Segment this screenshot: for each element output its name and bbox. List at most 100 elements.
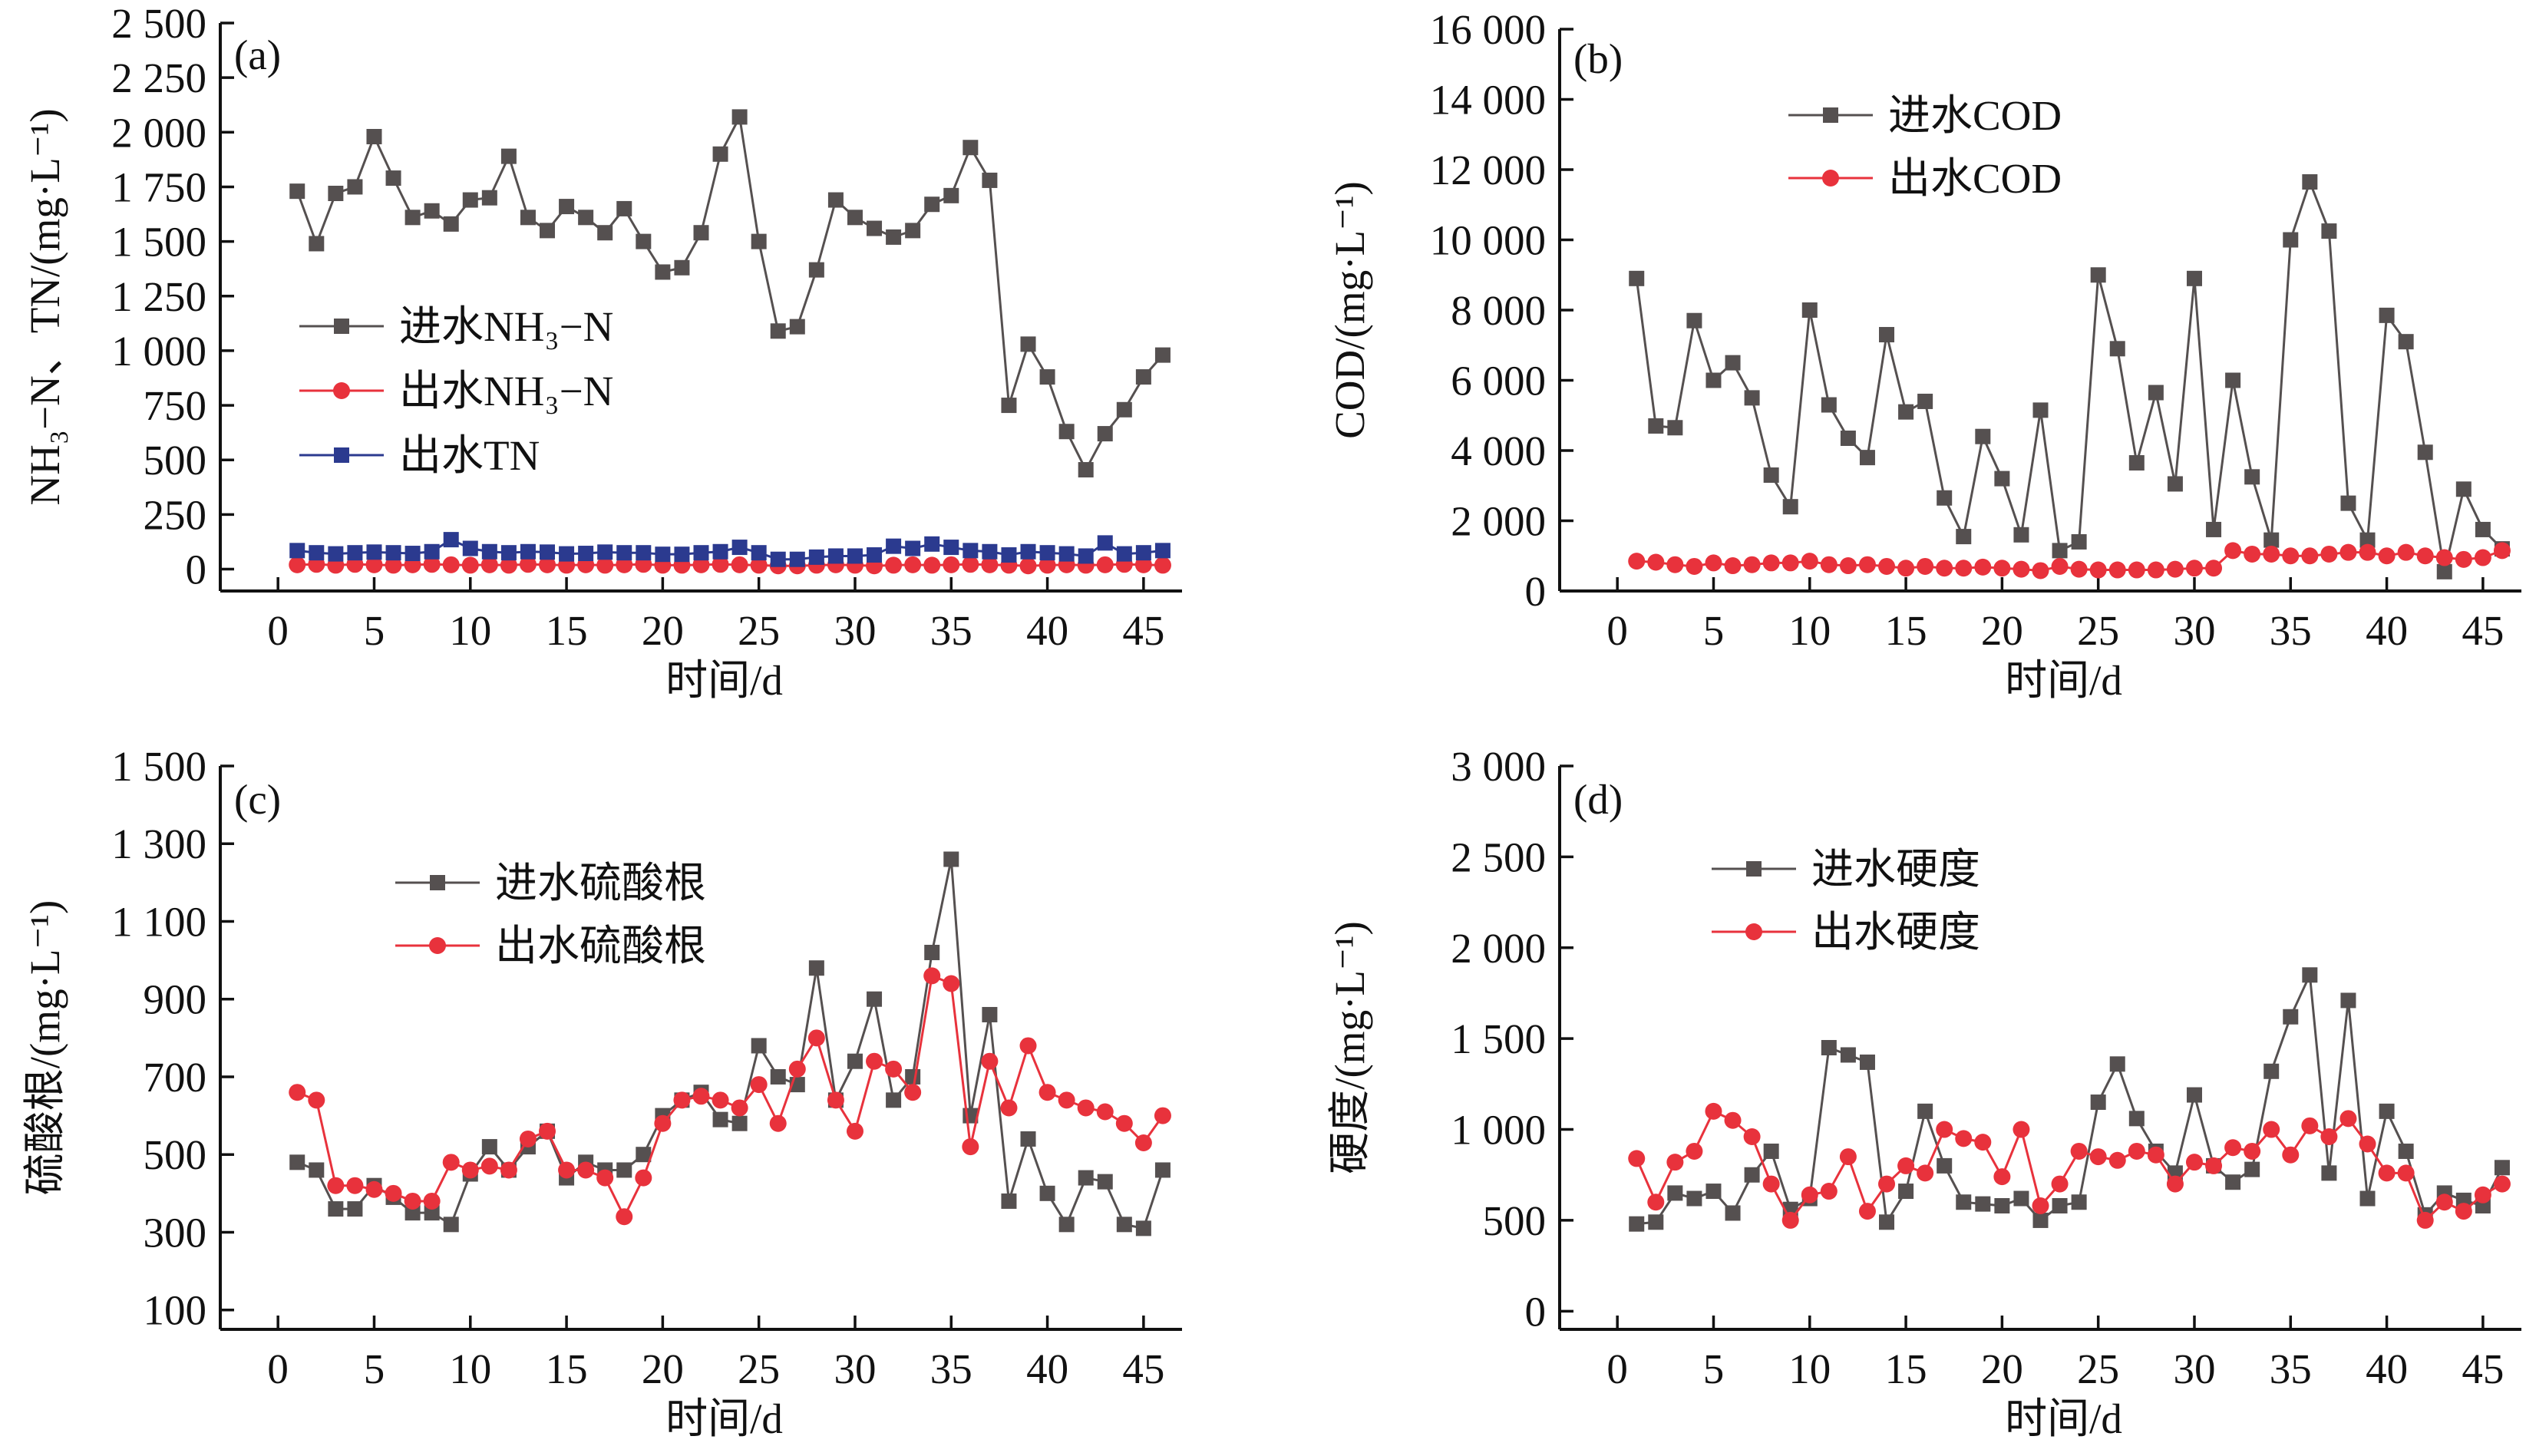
data-point [1628, 553, 1646, 570]
data-point [462, 540, 478, 556]
data-point [2148, 385, 2164, 401]
data-point [1858, 556, 1876, 573]
data-point [636, 545, 652, 561]
data-point [827, 1091, 844, 1109]
data-point [1686, 1190, 1702, 1207]
data-point [2436, 563, 2452, 579]
series-1 [289, 851, 1171, 1236]
x-tick-label: 20 [642, 1345, 684, 1392]
y-tick-label: 1 500 [111, 219, 206, 266]
data-point [1781, 554, 1799, 572]
data-point [2108, 1151, 2126, 1169]
data-point [1020, 336, 1036, 352]
legend-marker [334, 319, 349, 334]
data-point [886, 538, 902, 554]
data-point [1974, 1134, 1992, 1151]
x-tick-label: 10 [449, 1345, 491, 1392]
data-point [366, 544, 382, 560]
data-point [2416, 547, 2434, 565]
data-point [2340, 495, 2356, 511]
data-point [807, 1029, 825, 1047]
series-2 [1628, 1102, 2511, 1229]
data-point [2013, 527, 2029, 543]
legend-marker [334, 447, 349, 463]
x-axis-label: 时间/d [2005, 1395, 2122, 1442]
data-point [1782, 499, 1798, 515]
data-point [1097, 535, 1113, 551]
data-point [750, 556, 768, 574]
data-point [1078, 462, 1094, 478]
data-point [731, 556, 748, 573]
data-point [596, 556, 614, 574]
data-point [2301, 1117, 2319, 1134]
data-point [2474, 549, 2491, 566]
data-point [2263, 532, 2280, 548]
data-point [2244, 1142, 2261, 1160]
data-point [924, 536, 940, 552]
data-point [328, 186, 344, 201]
data-point [2321, 1165, 2337, 1181]
y-tick-label: 2 250 [111, 54, 206, 101]
data-point [1839, 1148, 1857, 1166]
data-point [540, 223, 556, 239]
legend-marker [430, 875, 445, 890]
data-point [2167, 476, 2183, 492]
data-point [2244, 469, 2260, 485]
series-2 [289, 967, 1171, 1226]
data-point [2359, 1135, 2376, 1153]
panel-label: (c) [234, 776, 281, 823]
data-point [2379, 307, 2395, 323]
y-tick-label: 300 [144, 1209, 207, 1256]
legend: 进水NH₃−N 出水NH₃−N 出水TN [299, 303, 613, 479]
chart-panel-3: 100 300 500 700 900 1 100 1 300 1 500 0 5 10 15 20 25… [21, 743, 1182, 1442]
data-point [1762, 1175, 1780, 1193]
y-tick-label: 700 [144, 1054, 207, 1101]
data-point [963, 140, 979, 156]
data-point [2089, 1148, 2107, 1166]
data-point [366, 129, 382, 144]
y-tick-label: 0 [1525, 568, 1547, 615]
data-point [1038, 1084, 1056, 1101]
data-point [1629, 270, 1645, 286]
data-point [962, 1138, 979, 1156]
data-point [886, 1092, 902, 1108]
data-point [1994, 470, 2010, 487]
data-point [2128, 561, 2145, 579]
data-point [904, 1084, 922, 1101]
y-tick-label: 2 000 [111, 109, 206, 156]
x-tick-label: 35 [2270, 1345, 2312, 1392]
data-point [2185, 1154, 2203, 1171]
data-point [2302, 967, 2318, 983]
y-tick-label: 1 500 [1451, 1015, 1546, 1062]
data-point [982, 172, 998, 188]
y-tick-label: 500 [1483, 1197, 1547, 1244]
legend-marker [1823, 107, 1838, 123]
x-tick-label: 10 [449, 607, 491, 654]
data-point [1134, 556, 1152, 573]
data-point [674, 259, 690, 276]
data-point [1020, 543, 1036, 560]
data-point [1039, 545, 1055, 561]
data-point [1801, 553, 1818, 570]
data-point [731, 1099, 748, 1117]
data-point [443, 1217, 459, 1233]
data-point [1993, 1168, 2011, 1186]
chart-panel-2: 0 2 000 4 000 6 000 8 000 10 000 12 000 14 000 1… [1326, 6, 2521, 704]
data-point [2244, 1161, 2260, 1177]
x-tick-label: 40 [1026, 607, 1068, 654]
x-tick-label: 35 [930, 607, 972, 654]
data-point [1154, 556, 1171, 574]
data-point [443, 532, 459, 548]
x-tick-label: 35 [2270, 607, 2312, 654]
x-tick-label: 40 [1026, 1345, 1068, 1392]
data-point [404, 1205, 421, 1221]
data-point [1058, 424, 1075, 440]
data-point [346, 1177, 364, 1194]
data-point [1001, 547, 1017, 563]
x-tick-label: 30 [2173, 1345, 2215, 1392]
data-point [1974, 558, 1992, 576]
x-tick-label: 5 [1703, 1345, 1725, 1392]
data-point [2071, 533, 2087, 550]
legend-marker [1822, 170, 1839, 187]
data-point [1705, 554, 1722, 572]
